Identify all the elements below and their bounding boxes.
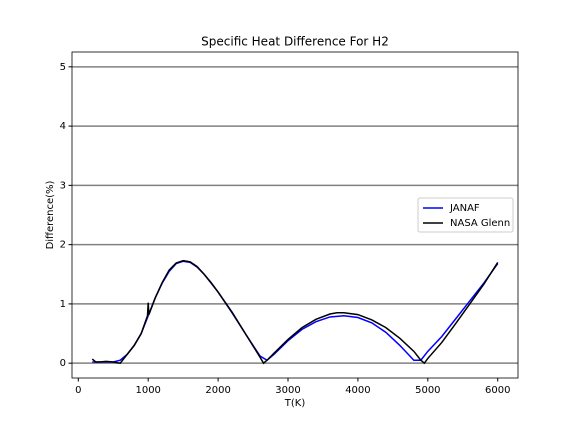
y-tick-label: 4 — [60, 121, 66, 132]
legend-label: JANAF — [449, 203, 480, 214]
plot-frame — [71, 51, 519, 379]
y-tick-label: 3 — [60, 180, 66, 191]
x-tick-label: 0 — [75, 385, 81, 396]
line — [92, 260, 499, 363]
y-tick-label: 1 — [60, 299, 66, 310]
x-tick-label: 6000 — [485, 385, 510, 396]
chart-title: Specific Heat Difference For H2 — [201, 35, 389, 49]
x-axis-label: T(K) — [284, 398, 306, 409]
y-tick-label: 2 — [60, 240, 66, 251]
x-tick-label: 1000 — [135, 385, 160, 396]
x-tick-label: 5000 — [415, 385, 440, 396]
x-tick-label: 2000 — [205, 385, 230, 396]
y-axis-label: Difference(%) — [45, 180, 56, 249]
y-tick-label: 0 — [60, 358, 66, 369]
x-tick-label: 3000 — [275, 385, 300, 396]
y-tick-label: 5 — [60, 62, 66, 73]
x-tick-label: 4000 — [345, 385, 370, 396]
legend-label: NASA Glenn — [450, 218, 510, 229]
line — [91, 259, 499, 365]
